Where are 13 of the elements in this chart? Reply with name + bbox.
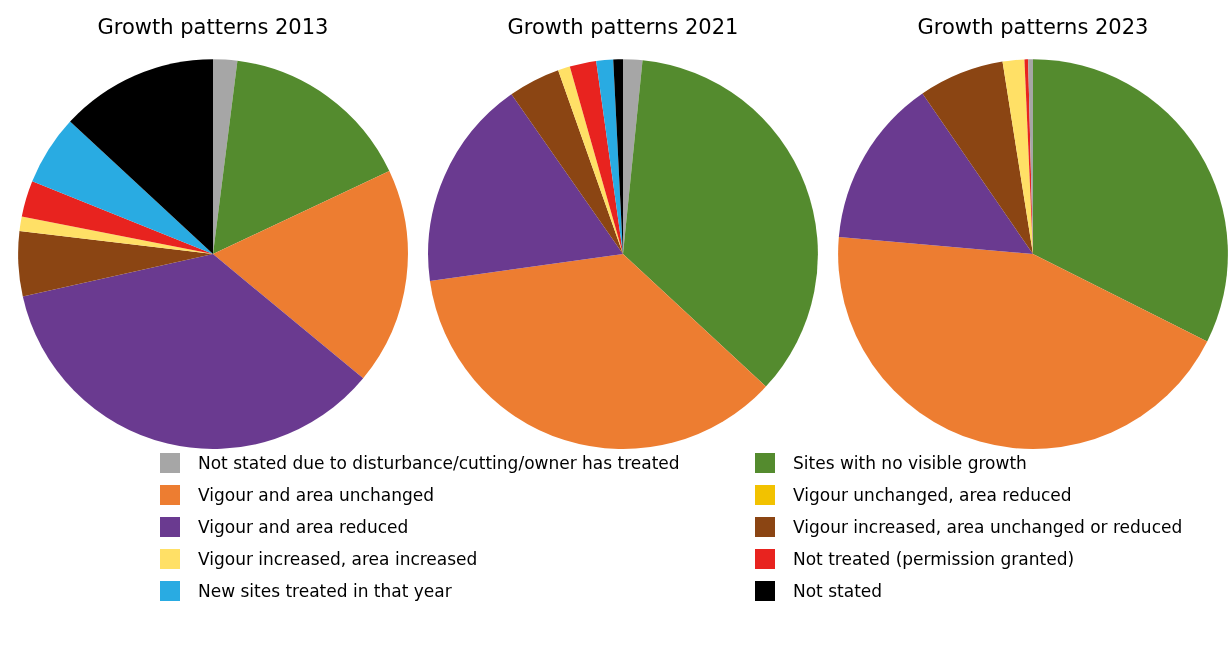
legend-label: New sites treated in that year: [198, 581, 452, 601]
legend-label: Not treated (permission granted): [793, 549, 1075, 569]
legend-label: Sites with no visible growth: [793, 453, 1027, 473]
chart-title: Growth patterns 2013: [97, 15, 329, 40]
legend-label: Vigour and area unchanged: [198, 485, 434, 505]
chart-title: Growth patterns 2021: [507, 15, 739, 40]
legend-label: Vigour and area reduced: [198, 517, 409, 537]
legend-label: Vigour increased, area increased: [198, 549, 478, 569]
legend-label: Vigour unchanged, area reduced: [793, 485, 1072, 505]
legend-label: Not stated due to disturbance/cutting/owner has treated: [198, 453, 680, 473]
legend-label: Vigour increased, area unchanged or reduced: [793, 517, 1183, 537]
chart-title: Growth patterns 2023: [917, 15, 1149, 40]
legend-label: Not stated: [793, 581, 883, 601]
